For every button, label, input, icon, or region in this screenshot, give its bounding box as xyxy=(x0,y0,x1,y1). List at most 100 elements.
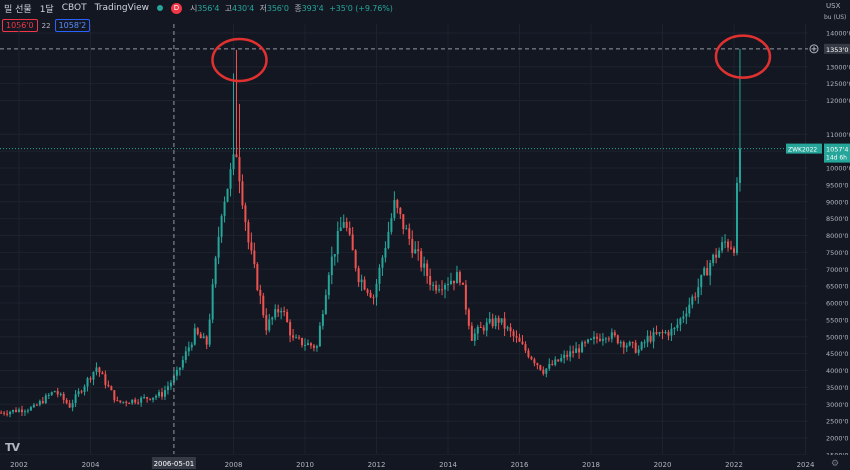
candle xyxy=(545,368,548,378)
symbol-title[interactable]: 밀 선물 xyxy=(4,4,32,15)
currency-label: USX xyxy=(826,2,841,10)
candle-body xyxy=(92,371,95,380)
highlight-circle[interactable] xyxy=(211,37,268,83)
candle-body xyxy=(706,268,709,276)
candle xyxy=(357,265,360,287)
candle-body xyxy=(333,254,336,257)
candle xyxy=(402,214,405,235)
candle-body xyxy=(673,327,676,329)
candle-body xyxy=(679,318,682,325)
candle-body xyxy=(56,391,59,395)
candle xyxy=(473,328,476,346)
candle-body xyxy=(381,257,384,268)
last-price-label: 1057'4 xyxy=(826,146,848,154)
candle-body xyxy=(229,169,232,189)
candle xyxy=(738,48,741,192)
candle xyxy=(569,345,572,362)
candle-body xyxy=(232,154,235,170)
candle xyxy=(238,103,241,194)
candle xyxy=(381,255,384,276)
candle xyxy=(572,345,575,358)
candle xyxy=(497,315,500,330)
crosshair-plus-icon[interactable] xyxy=(809,44,819,54)
interval-label[interactable]: 1달 xyxy=(39,4,54,15)
candle xyxy=(429,268,432,291)
candle-body xyxy=(265,315,268,331)
candle xyxy=(9,410,12,418)
candle xyxy=(709,259,712,286)
delayed-badge[interactable]: D xyxy=(171,2,182,14)
candle-body xyxy=(655,332,658,334)
ask-price-button[interactable]: 1058'2 xyxy=(54,19,91,32)
candle-body xyxy=(59,393,62,395)
candle xyxy=(598,333,601,342)
price-axis-background xyxy=(810,0,850,470)
candle-body xyxy=(253,250,256,265)
candle-body xyxy=(551,363,554,365)
candle xyxy=(730,240,733,250)
candle xyxy=(539,364,542,371)
candle xyxy=(315,344,318,352)
crosshair-price-box xyxy=(824,43,850,54)
candle-body xyxy=(634,342,637,353)
candle-body xyxy=(378,267,381,284)
candle xyxy=(575,341,578,353)
candle xyxy=(83,384,86,396)
candle xyxy=(679,317,682,332)
settings-gear-icon[interactable]: ⚙ xyxy=(831,459,840,469)
candle xyxy=(482,324,485,335)
candle xyxy=(506,325,509,332)
candle xyxy=(235,49,238,158)
candle xyxy=(470,322,473,342)
candle-body xyxy=(321,313,324,326)
candle-body xyxy=(420,251,423,268)
candle-body xyxy=(104,374,107,385)
candle-body xyxy=(527,350,530,357)
candle-body xyxy=(268,319,271,331)
price-tick-label: 3000'0 xyxy=(826,401,848,409)
candle-body xyxy=(247,222,250,243)
candle xyxy=(721,236,724,254)
bid-price-button[interactable]: 1056'0 xyxy=(2,19,38,32)
price-tick-label: 3500'0 xyxy=(826,384,848,392)
candle-body xyxy=(530,356,533,360)
candle-body xyxy=(587,339,590,343)
highlight-circle[interactable] xyxy=(714,34,772,79)
candle-body xyxy=(113,390,116,401)
candle xyxy=(628,340,631,347)
candle-body xyxy=(467,309,470,326)
candle xyxy=(301,337,304,348)
price-tick-label: 8000'0 xyxy=(826,232,848,240)
candle xyxy=(661,329,664,340)
candle xyxy=(351,226,354,251)
candle-body xyxy=(637,349,640,353)
candle-body xyxy=(23,411,26,413)
candle xyxy=(667,329,670,341)
tradingview-logo-icon[interactable]: TV xyxy=(5,441,20,454)
candle-body xyxy=(724,241,727,243)
candle xyxy=(184,346,187,364)
candle xyxy=(423,256,426,277)
candle xyxy=(298,335,301,340)
candle-body xyxy=(429,276,432,285)
price-tick-label: 5000'0 xyxy=(826,333,848,341)
candle-body xyxy=(369,292,372,298)
candle xyxy=(637,345,640,356)
time-tick-label: 2008 xyxy=(225,461,243,469)
candle-body xyxy=(494,317,497,327)
time-axis[interactable]: 2002 2004 2008 2010 2012 2014 2016 2018 2020 2022… xyxy=(0,455,850,470)
close-label: 종 xyxy=(294,3,302,13)
exchange-label: CBOT xyxy=(61,3,87,13)
candle xyxy=(530,355,533,361)
candle-body xyxy=(533,359,536,364)
candle-body xyxy=(613,332,616,336)
candle xyxy=(554,356,557,367)
candle-body xyxy=(86,378,89,387)
candle xyxy=(712,253,715,267)
symbol-tag-label: ZWK2022 xyxy=(788,147,817,154)
candle-body xyxy=(464,284,467,310)
candle xyxy=(265,308,268,335)
candle-body xyxy=(733,248,735,254)
